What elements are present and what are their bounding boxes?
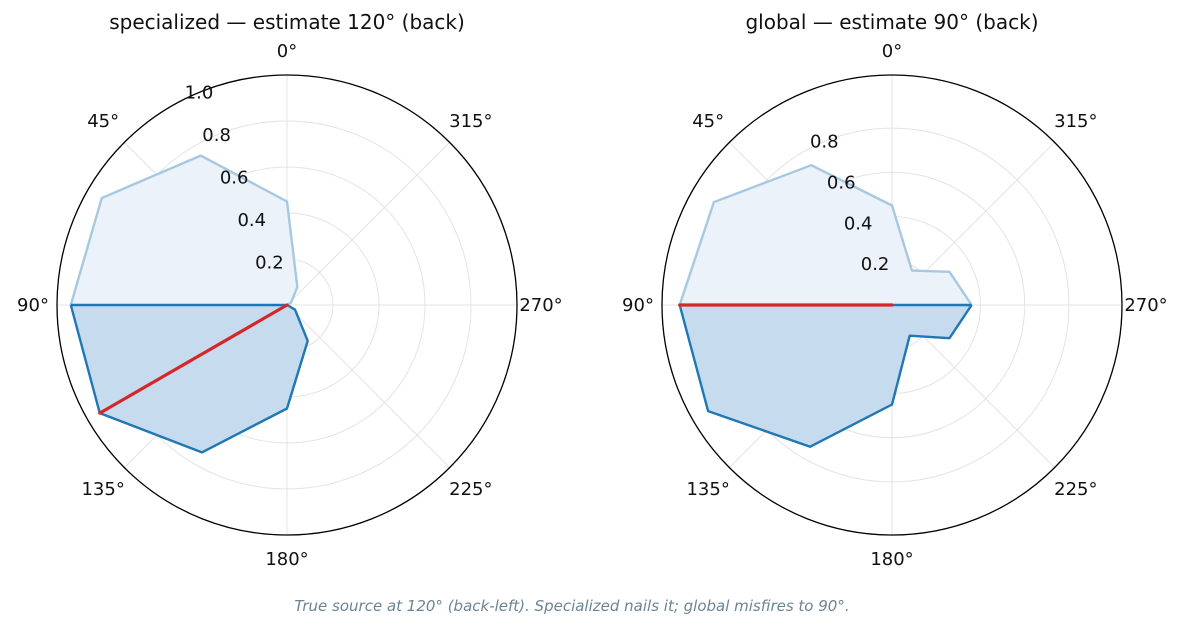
radial-tick-label: 0.6	[220, 168, 249, 189]
angle-tick-label: 270°	[1124, 295, 1167, 316]
polar-chart-specialized: specialized — estimate 120° (back) 0° 45°…	[17, 10, 563, 570]
back-series-line	[678, 304, 973, 448]
angle-tick-label: 225°	[1054, 479, 1097, 500]
angle-tick-label: 90°	[17, 295, 49, 316]
radial-tick-label: 1.0	[185, 83, 214, 104]
chart-title: global — estimate 90° (back)	[745, 10, 1038, 34]
angular-gridline	[286, 304, 450, 468]
angle-tick-label: 315°	[449, 111, 492, 132]
angle-tick-label: 90°	[622, 295, 654, 316]
front-region-fill	[70, 155, 298, 305]
radial-tick-label: 0.8	[810, 132, 839, 153]
back-region-fill	[679, 305, 972, 447]
polar-chart-global: global — estimate 90° (back) 0° 45° 90° 135…	[622, 10, 1168, 570]
angle-tick-label: 45°	[87, 111, 119, 132]
angular-gridline	[286, 142, 450, 306]
angle-tick-label: 0°	[882, 41, 902, 62]
radial-tick-label: 0.4	[237, 210, 266, 231]
angle-tick-label: 315°	[1054, 111, 1097, 132]
angle-tick-label: 180°	[265, 549, 308, 570]
estimate-line	[98, 303, 289, 415]
radial-tick-label: 0.2	[861, 254, 890, 275]
radial-tick-label: 0.8	[202, 125, 231, 146]
angle-tick-label: 45°	[692, 111, 724, 132]
angle-tick-label: 270°	[519, 295, 562, 316]
front-series-line	[678, 163, 973, 306]
front-region-fill	[679, 165, 972, 305]
radial-tick-label: 0.4	[844, 213, 873, 234]
back-region-fill	[70, 305, 308, 453]
angle-tick-label: 225°	[449, 479, 492, 500]
chart-title: specialized — estimate 120° (back)	[109, 10, 465, 34]
polar-frame	[56, 74, 518, 536]
front-series-line	[69, 154, 299, 307]
angle-tick-label: 180°	[870, 549, 913, 570]
radial-tick-label: 0.6	[827, 172, 856, 193]
angle-tick-label: 135°	[81, 479, 124, 500]
angle-tick-label: 0°	[277, 41, 297, 62]
angle-tick-label: 135°	[686, 479, 729, 500]
radial-tick-label: 0.2	[255, 253, 284, 274]
polar-frame	[661, 74, 1123, 536]
figure-caption: True source at 120° (back-left). Special…	[294, 597, 849, 615]
